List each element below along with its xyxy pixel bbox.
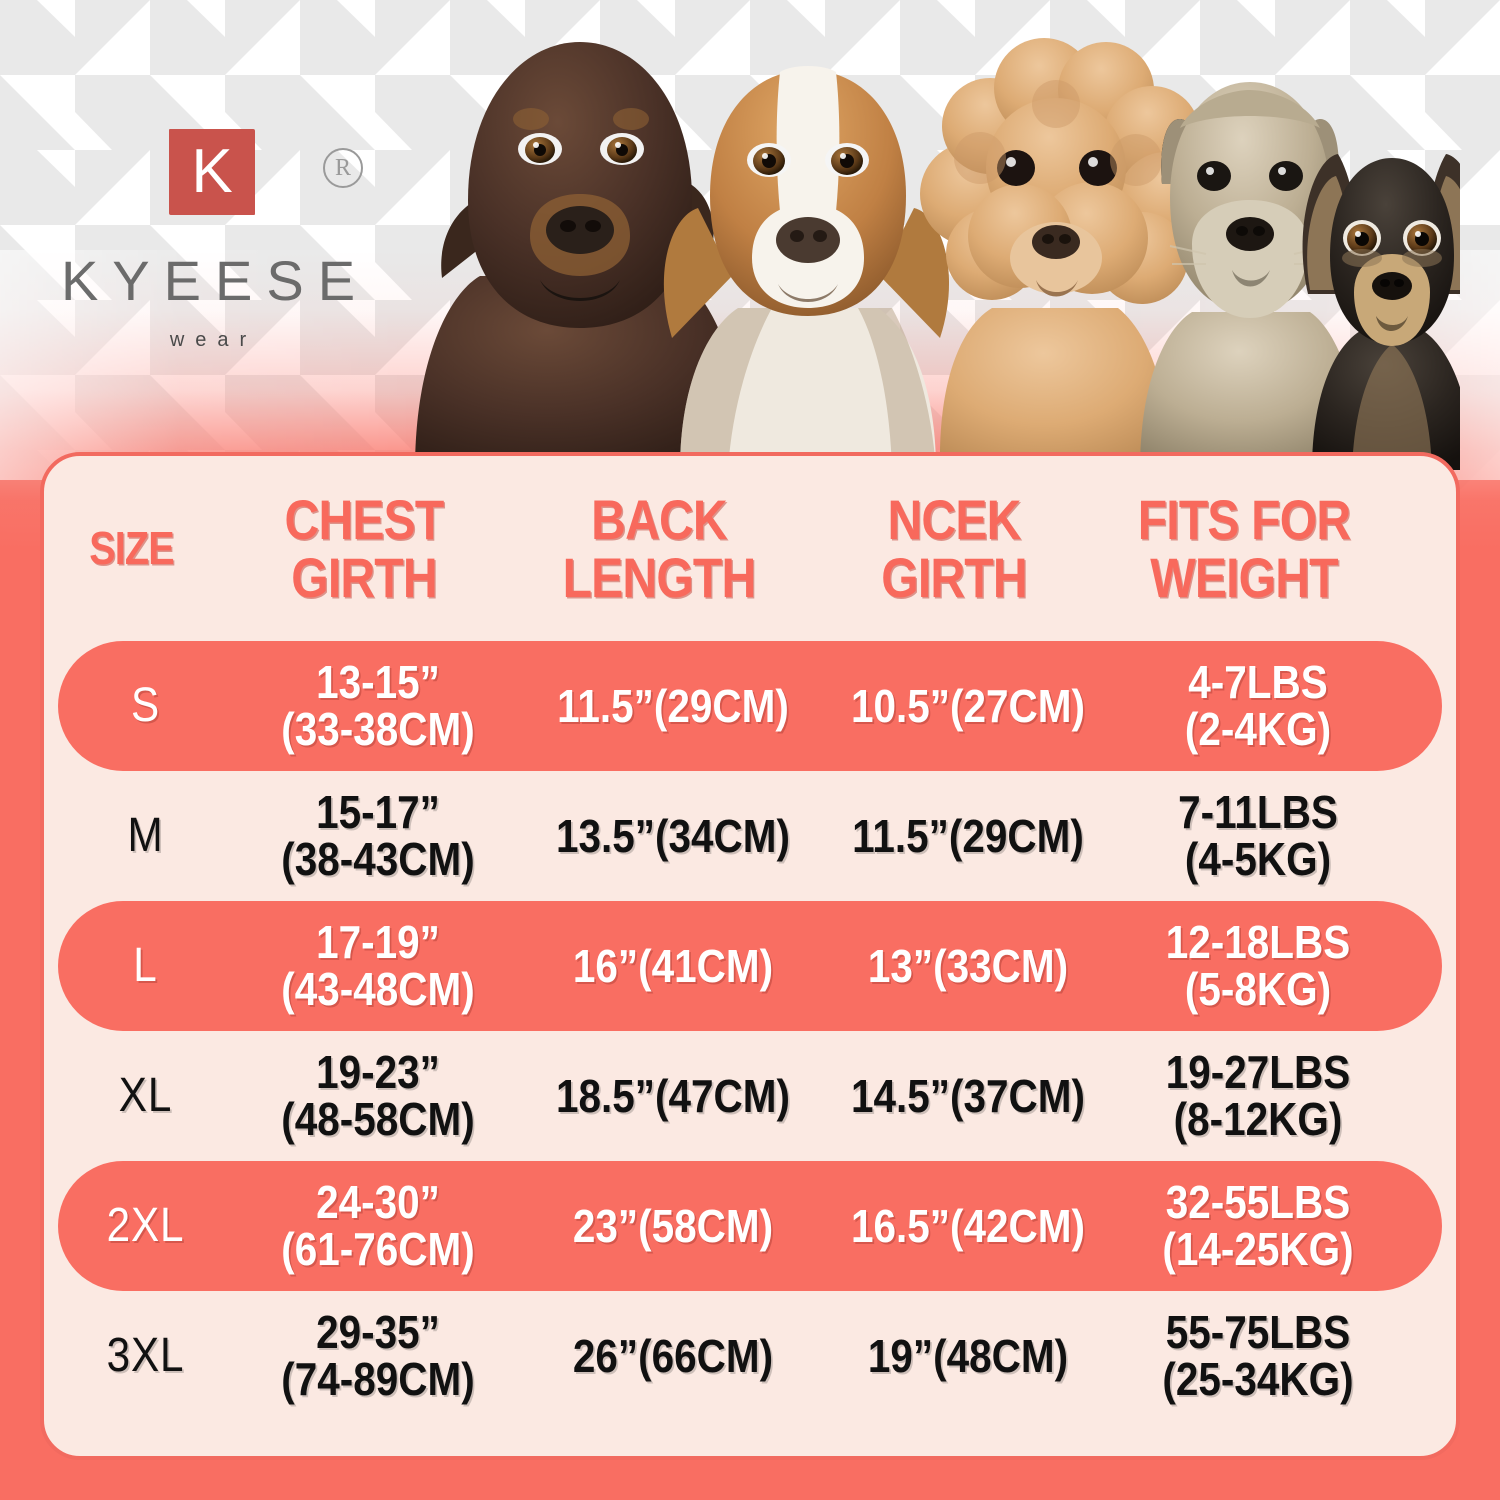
cell-chest-girth: 17-19” (43-48CM) xyxy=(281,916,475,1015)
cell-neck-girth: 16.5”(42CM) xyxy=(851,1199,1085,1252)
dog-beagle xyxy=(663,66,950,470)
header-chest-girth: CHEST GIRTH xyxy=(284,488,445,609)
cell-size: S xyxy=(130,678,161,732)
brand-mark-letter: K xyxy=(191,137,233,206)
table-row: 2XL 24-30” (61-76CM) 23”(58CM) 16.5”(42C… xyxy=(58,1161,1442,1291)
brand-mark: K xyxy=(170,130,254,214)
brand-tagline: wear xyxy=(169,329,258,351)
cell-size: 3XL xyxy=(106,1328,185,1382)
cell-neck-girth: 19”(48CM) xyxy=(867,1329,1069,1382)
cell-size: L xyxy=(133,938,158,992)
cell-chest-girth: 15-17” (38-43CM) xyxy=(281,786,475,885)
cell-fits-for-weight: 4-7LBS (2-4KG) xyxy=(1184,656,1332,755)
header-size: SIZE xyxy=(89,522,174,575)
brand-mark-square xyxy=(170,130,254,214)
dog-apricot-poodle xyxy=(920,38,1214,470)
brand-name: KYEESE xyxy=(60,249,370,312)
cell-neck-girth: 11.5”(29CM) xyxy=(852,809,1084,862)
cell-chest-girth: 29-35” (74-89CM) xyxy=(281,1306,475,1405)
cell-chest-girth: 19-23” (48-58CM) xyxy=(281,1046,475,1145)
brand-logo: K R KYEESE wear xyxy=(28,130,388,352)
table-row: L 17-19” (43-48CM) 16”(41CM) 13”(33CM) 1… xyxy=(58,901,1442,1031)
cell-chest-girth: 13-15” (33-38CM) xyxy=(281,656,475,755)
header-neck-girth: NCEK GIRTH xyxy=(881,488,1027,609)
cell-neck-girth: 10.5”(27CM) xyxy=(851,679,1085,732)
dog-chihuahua xyxy=(1302,154,1460,470)
cell-fits-for-weight: 7-11LBS (4-5KG) xyxy=(1178,786,1338,885)
dog-photo-strip xyxy=(415,38,1460,470)
dog-doberman xyxy=(415,42,745,470)
table-header-row: SIZE CHEST GIRTH BACK LENGTH NCEK GIRTH … xyxy=(44,456,1456,641)
cell-neck-girth: 14.5”(37CM) xyxy=(851,1069,1085,1122)
table-row: M 15-17” (38-43CM) 13.5”(34CM) 11.5”(29C… xyxy=(58,771,1442,901)
registered-trademark-icon: R xyxy=(323,148,363,188)
cell-size: 2XL xyxy=(106,1198,185,1252)
cell-back-length: 26”(66CM) xyxy=(572,1329,774,1382)
table-row: XL 19-23” (48-58CM) 18.5”(47CM) 14.5”(37… xyxy=(58,1031,1442,1161)
table-row: 3XL 29-35” (74-89CM) 26”(66CM) 19”(48CM)… xyxy=(58,1291,1442,1421)
size-chart-panel: SIZE CHEST GIRTH BACK LENGTH NCEK GIRTH … xyxy=(40,452,1460,1460)
dog-schnauzer xyxy=(1140,82,1360,470)
cell-neck-girth: 13”(33CM) xyxy=(867,939,1069,992)
cell-back-length: 16”(41CM) xyxy=(572,939,774,992)
cell-back-length: 23”(58CM) xyxy=(572,1199,774,1252)
table-row: S 13-15” (33-38CM) 11.5”(29CM) 10.5”(27C… xyxy=(58,641,1442,771)
cell-fits-for-weight: 32-55LBS (14-25KG) xyxy=(1162,1176,1354,1275)
cell-fits-for-weight: 12-18LBS (5-8KG) xyxy=(1165,916,1351,1015)
cell-size: M xyxy=(127,808,164,862)
header-fits-for-weight: FITS FOR WEIGHT xyxy=(1137,488,1351,609)
header-back-length: BACK LENGTH xyxy=(562,488,757,609)
cell-back-length: 11.5”(29CM) xyxy=(557,679,789,732)
cell-fits-for-weight: 19-27LBS (8-12KG) xyxy=(1165,1046,1351,1145)
size-table: SIZE CHEST GIRTH BACK LENGTH NCEK GIRTH … xyxy=(44,456,1456,1456)
cell-back-length: 13.5”(34CM) xyxy=(556,809,790,862)
cell-fits-for-weight: 55-75LBS (25-34KG) xyxy=(1162,1306,1354,1405)
cell-back-length: 18.5”(47CM) xyxy=(556,1069,790,1122)
cell-chest-girth: 24-30” (61-76CM) xyxy=(281,1176,475,1275)
cell-size: XL xyxy=(118,1068,173,1122)
